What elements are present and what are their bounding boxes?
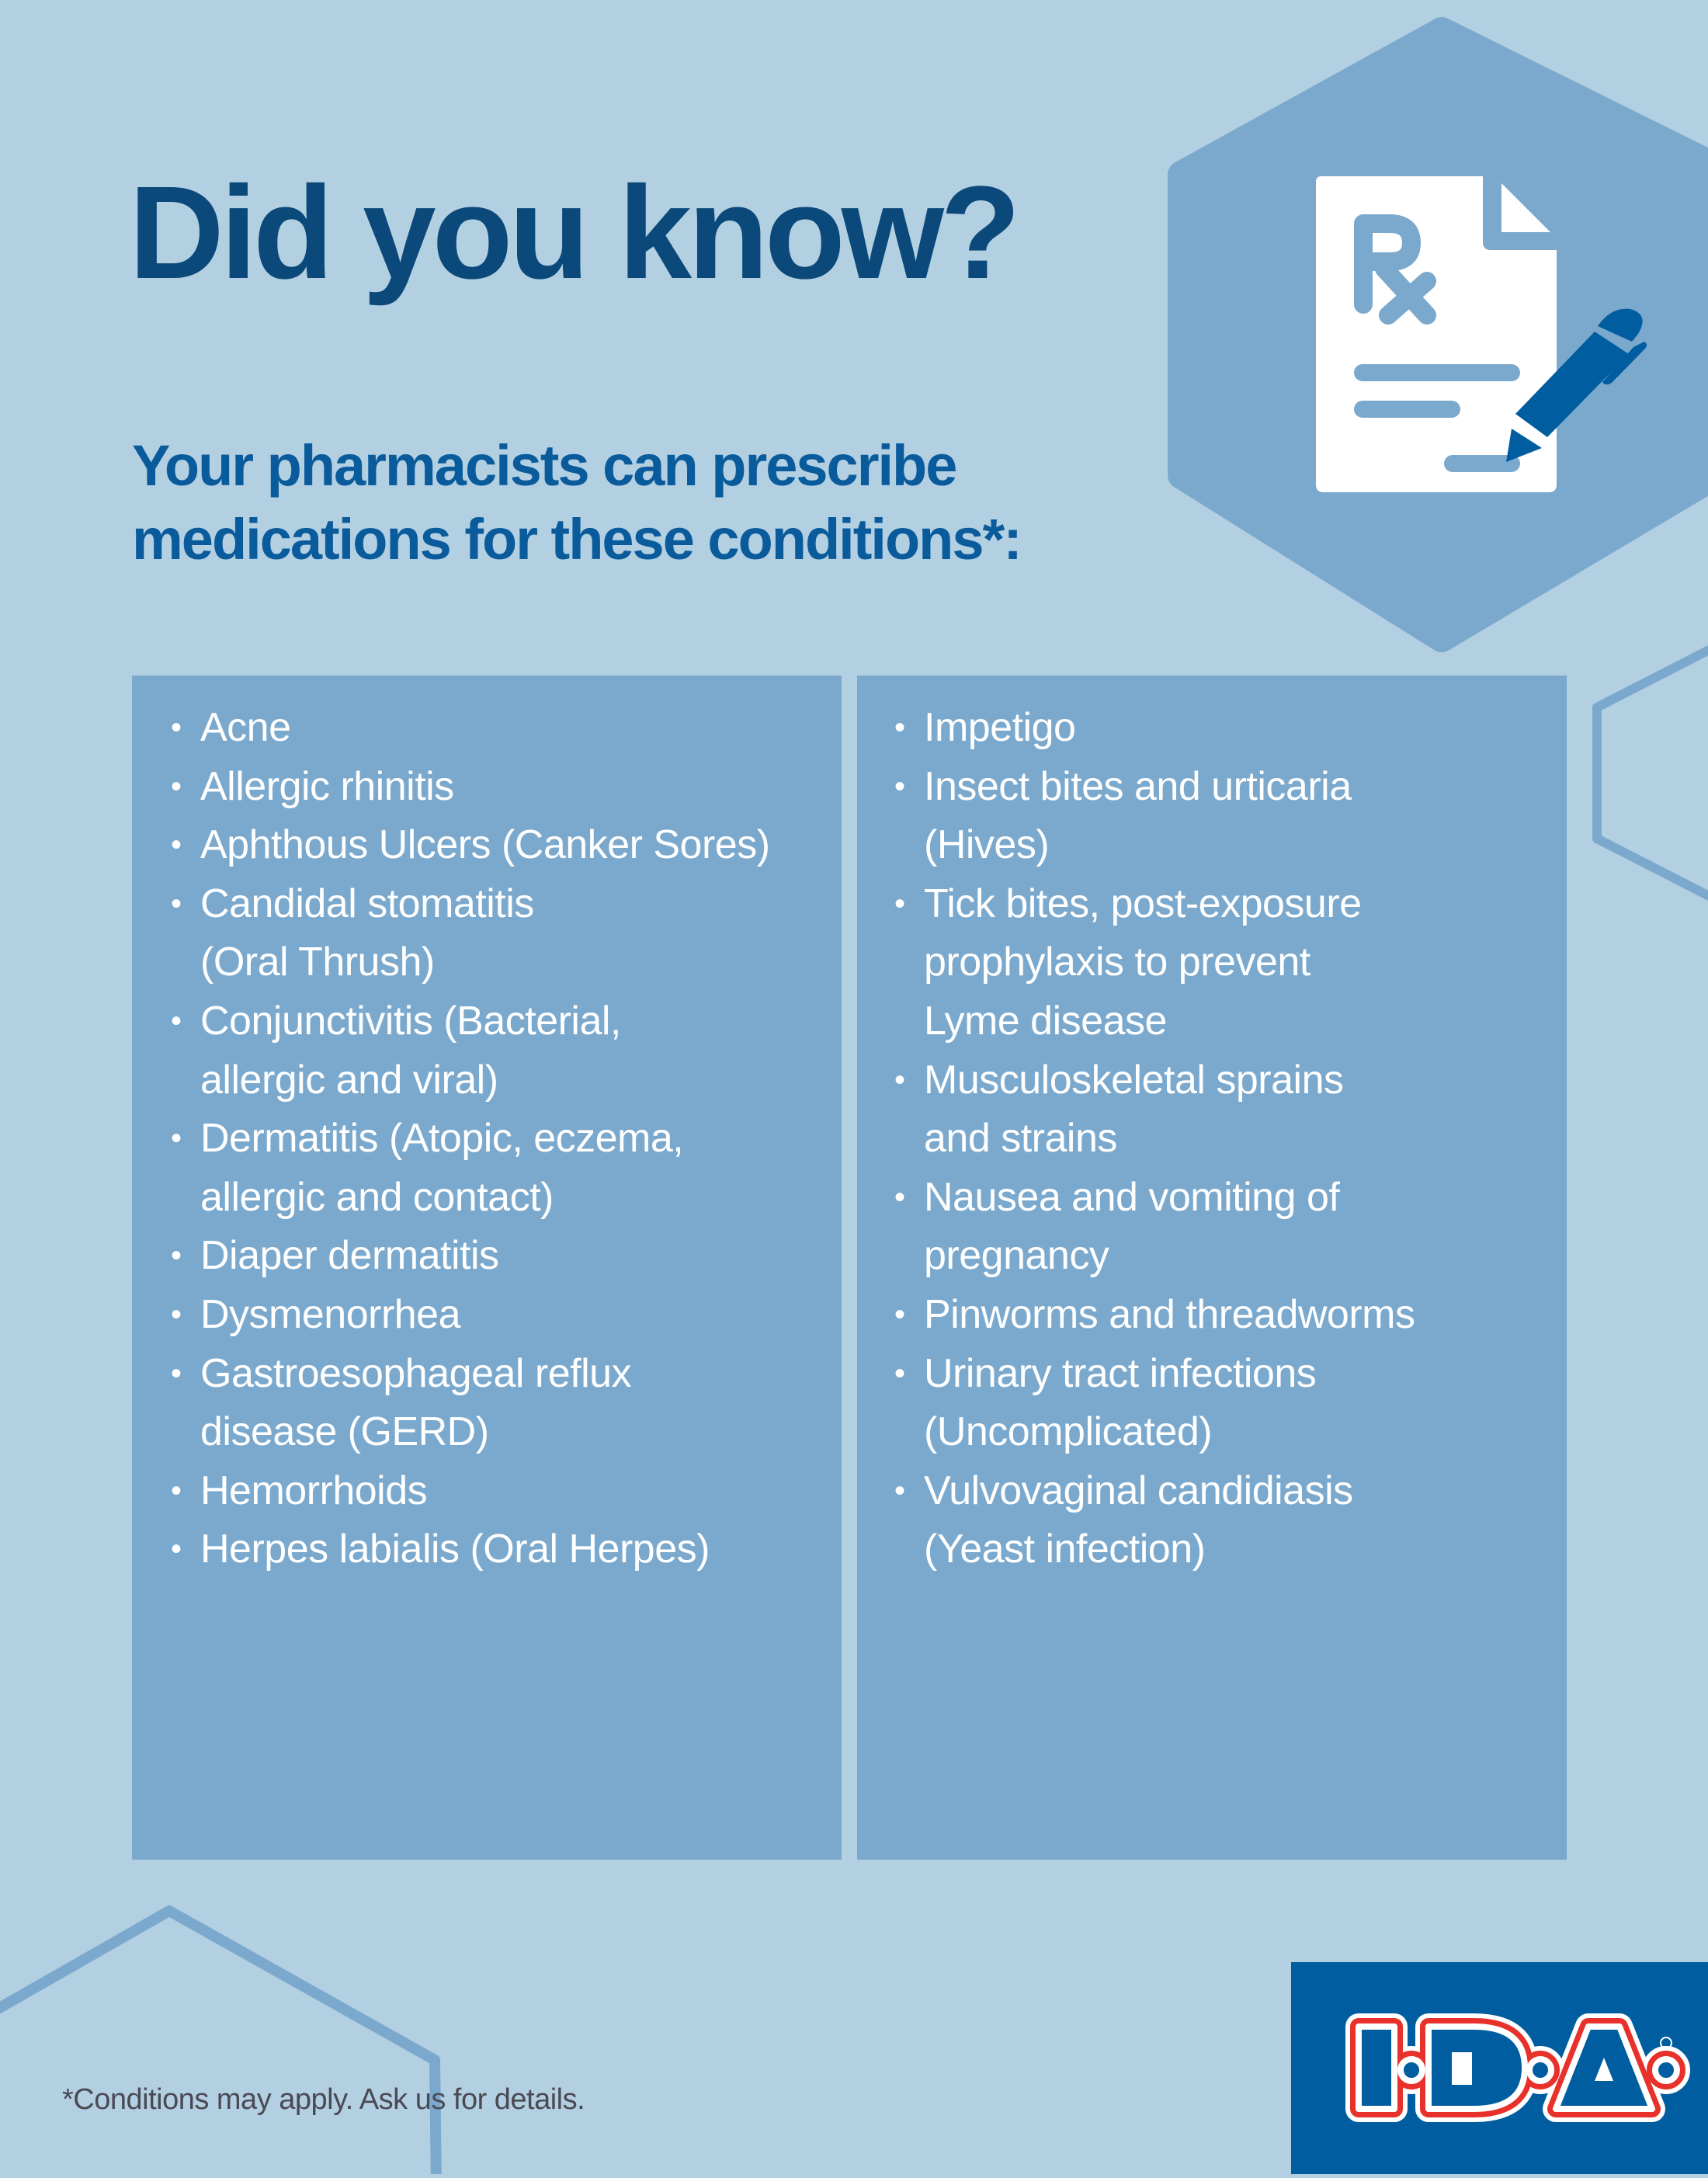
- condition-item: • Vulvovaginal candidiasis (Yeast infectio…: [894, 1462, 1415, 1579]
- bullet-icon: •: [171, 769, 182, 804]
- condition-text: Dermatitis (Atopic, eczema,: [200, 1116, 684, 1162]
- condition-item: • Aphthous Ulcers (Canker Sores): [171, 816, 770, 875]
- condition-text: Herpes labialis (Oral Herpes): [200, 1527, 710, 1572]
- rx-symbol-icon: [1354, 214, 1436, 325]
- bullet-icon: •: [894, 1356, 905, 1391]
- condition-text: allergic and contact): [200, 1174, 554, 1220]
- bullet-icon: •: [171, 1356, 182, 1391]
- bullet-icon: •: [171, 710, 182, 745]
- bullet-icon: •: [171, 1297, 182, 1332]
- bullet-icon: •: [894, 1062, 905, 1097]
- subtitle-line: medications for these conditions*:: [132, 507, 1022, 571]
- condition-text: Acne: [200, 705, 291, 750]
- condition-text: Lyme disease: [924, 998, 1167, 1044]
- conditions-list-right: • Impetigo • Insect bites and urticaria (Hiv…: [894, 699, 1415, 1579]
- condition-item: • Herpes labialis (Oral Herpes): [171, 1520, 770, 1579]
- condition-item: • Candidal stomatitis (Oral Thrush): [171, 875, 770, 992]
- condition-item: • Insect bites and urticaria (Hives): [894, 758, 1415, 875]
- condition-text: Pinworms and threadworms: [924, 1291, 1415, 1337]
- bullet-icon: •: [171, 1473, 182, 1508]
- bullet-icon: •: [171, 886, 182, 921]
- page-title: Did you know?: [129, 159, 1021, 307]
- condition-text: (Hives): [924, 822, 1050, 868]
- condition-text: Nausea and vomiting of: [924, 1174, 1340, 1220]
- condition-text: prophylaxis to prevent: [924, 940, 1311, 985]
- conditions-panel-right: [857, 676, 1567, 1860]
- condition-text: Musculoskeletal sprains: [924, 1057, 1344, 1103]
- condition-text: (Oral Thrush): [200, 940, 435, 985]
- pen-icon: [1506, 308, 1647, 462]
- condition-text: Conjunctivitis (Bacterial,: [200, 998, 621, 1044]
- bullet-icon: •: [171, 828, 182, 863]
- footnote: *Conditions may apply. Ask us for detail…: [62, 2083, 585, 2116]
- conditions-panel-left: [132, 676, 842, 1860]
- condition-item: • Pinworms and threadworms: [894, 1286, 1415, 1345]
- condition-item: • Dermatitis (Atopic, eczema, allergic and…: [171, 1110, 770, 1227]
- ida-logo-mark: [1291, 1962, 1708, 2174]
- condition-item: • Diaper dermatitis: [171, 1227, 770, 1286]
- condition-text: Diaper dermatitis: [200, 1233, 499, 1279]
- ida-logo: [1291, 1962, 1708, 2174]
- condition-item: • Allergic rhinitis: [171, 758, 770, 817]
- condition-text: Candidal stomatitis: [200, 881, 534, 926]
- condition-text: (Yeast infection): [924, 1527, 1206, 1572]
- condition-item: • Dysmenorrhea: [171, 1286, 770, 1345]
- bullet-icon: •: [171, 1238, 182, 1273]
- condition-item: • Musculoskeletal sprains and strains: [894, 1051, 1415, 1169]
- condition-text: Allergic rhinitis: [200, 763, 454, 809]
- condition-text: allergic and viral): [200, 1057, 498, 1103]
- condition-item: • Nausea and vomiting of pregnancy: [894, 1169, 1415, 1286]
- condition-text: Impetigo: [924, 705, 1076, 750]
- condition-item: • Impetigo: [894, 699, 1415, 758]
- condition-item: • Urinary tract infections (Uncomplicated): [894, 1345, 1415, 1462]
- condition-item: • Hemorrhoids: [171, 1462, 770, 1521]
- condition-text: Aphthous Ulcers (Canker Sores): [200, 822, 770, 868]
- bullet-icon: •: [894, 1179, 905, 1214]
- condition-text: and strains: [924, 1116, 1117, 1162]
- condition-text: disease (GERD): [200, 1409, 489, 1455]
- conditions-list-left: • Acne • Allergic rhinitis • Aphthous Ulcers …: [171, 699, 770, 1579]
- condition-text: Vulvovaginal candidiasis: [924, 1468, 1353, 1513]
- condition-item: • Acne: [171, 699, 770, 758]
- condition-text: Hemorrhoids: [200, 1468, 428, 1513]
- condition-text: Insect bites and urticaria: [924, 763, 1352, 809]
- condition-text: (Uncomplicated): [924, 1409, 1213, 1455]
- hexagon-outline-right: [1592, 644, 1708, 901]
- condition-item: • Gastroesophageal reflux disease (GERD): [171, 1345, 770, 1462]
- bullet-icon: •: [894, 1297, 905, 1332]
- bullet-icon: •: [171, 1532, 182, 1567]
- bullet-icon: •: [894, 710, 905, 745]
- bullet-icon: •: [894, 886, 905, 921]
- bullet-icon: •: [894, 1473, 905, 1508]
- bullet-icon: •: [171, 1003, 182, 1038]
- condition-text: Dysmenorrhea: [200, 1291, 461, 1337]
- condition-item: • Tick bites, post-exposure prophylaxis to…: [894, 875, 1415, 1051]
- prescription-icon: [1316, 176, 1647, 492]
- condition-item: • Conjunctivitis (Bacterial, allergic and …: [171, 992, 770, 1110]
- subtitle: Your pharmacists can prescribe medicatio…: [132, 429, 1022, 576]
- condition-text: Urinary tract infections: [924, 1350, 1317, 1396]
- condition-text: Tick bites, post-exposure: [924, 881, 1362, 926]
- bullet-icon: •: [171, 1121, 182, 1156]
- subtitle-line: Your pharmacists can prescribe: [132, 433, 957, 498]
- bullet-icon: •: [894, 769, 905, 804]
- condition-text: pregnancy: [924, 1233, 1109, 1279]
- hexagon-outline-bottom-left: [0, 1905, 442, 2174]
- condition-text: Gastroesophageal reflux: [200, 1350, 632, 1396]
